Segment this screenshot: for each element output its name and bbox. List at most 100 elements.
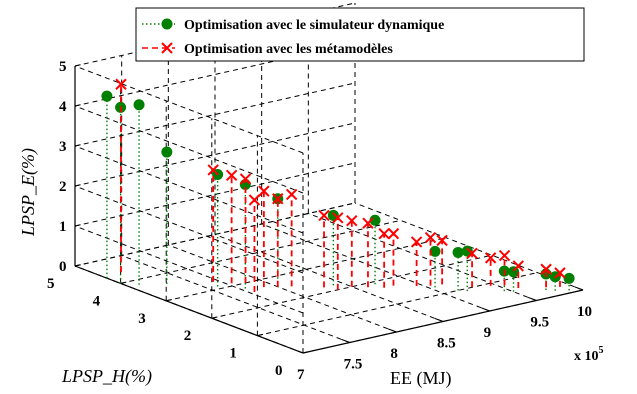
x-stroke	[498, 249, 511, 262]
data-point-x	[424, 231, 437, 244]
x-stroke	[554, 267, 566, 279]
x-stroke	[225, 169, 238, 182]
x-stroke	[248, 194, 261, 206]
gridline-y-floor-1	[257, 272, 538, 337]
x-stroke	[239, 173, 252, 185]
y-tick-mark-4	[120, 281, 127, 284]
legend-label-metamodeles: Optimisation avec les métamodèles	[184, 42, 393, 57]
x-tick-mark-0	[294, 349, 304, 354]
x-stroke	[436, 234, 448, 247]
data-point-x	[378, 228, 390, 240]
x-stroke	[540, 263, 552, 275]
x-tick-label: 9.5	[530, 315, 549, 331]
data-point-x	[512, 260, 525, 272]
y-tick-mark-3	[166, 299, 172, 302]
legend-entry-simulateur: Optimisation avec le simulateur dynamiqu…	[142, 18, 444, 33]
legend-label-simulateur: Optimisation avec le simulateur dynamiqu…	[184, 18, 444, 33]
z-tick-mark-3	[74, 144, 81, 147]
z-tick-label: 5	[59, 59, 67, 75]
z-tick-mark-5	[74, 64, 81, 67]
gridline-y-floor-3	[166, 237, 447, 302]
x-stroke	[115, 78, 127, 90]
x-stroke	[387, 227, 400, 240]
x-tick-label: 7	[297, 367, 305, 383]
data-point-x	[346, 214, 358, 227]
x-stroke	[332, 212, 344, 224]
x-tick-label: 9	[484, 325, 492, 341]
x-stroke	[484, 252, 497, 264]
gridline-x-floor-4	[261, 223, 490, 312]
y-tick-label: 5	[47, 276, 55, 292]
x-tick-mark-2	[387, 328, 397, 333]
x-stroke	[466, 247, 478, 260]
data-point-circle	[369, 214, 381, 226]
z-tick-mark-1	[74, 224, 81, 227]
gridline-x-floor-5	[308, 213, 537, 301]
y-tick-mark-0	[302, 351, 309, 354]
gridline-z-back-4	[74, 42, 356, 107]
x-tick-label: 8.5	[437, 336, 456, 352]
data-point-x	[115, 78, 127, 90]
x-stroke	[318, 209, 330, 222]
legend-box	[135, 7, 585, 62]
x-axis-title: EE (MJ)	[390, 368, 452, 389]
x-stroke	[378, 228, 390, 240]
x-tick-label: 8	[390, 346, 398, 362]
legend-entry-metamodeles: Optimisation avec les métamodèles	[142, 42, 393, 57]
gridline-z-left-1	[74, 225, 304, 314]
data-point-circle	[452, 246, 464, 258]
gridline-z-left-5	[74, 65, 304, 154]
x-tick-mark-3	[434, 317, 444, 322]
data-point-x	[554, 267, 566, 279]
data-point-x	[498, 249, 511, 262]
y-tick-label: 3	[138, 311, 146, 327]
x-tick-mark-4	[481, 307, 490, 312]
gridline-x-floor-3	[214, 234, 444, 322]
axes-box	[74, 64, 584, 354]
y-tick-label: 4	[93, 293, 101, 309]
x-stroke	[362, 217, 374, 229]
x-stroke	[258, 185, 270, 197]
x-tick-mark-1	[341, 338, 350, 343]
x-tick-label: 10	[577, 304, 592, 320]
y-tick-label: 2	[184, 328, 192, 344]
data-point-circle	[327, 209, 339, 221]
data-point-x	[285, 188, 298, 201]
x-stroke	[424, 231, 437, 244]
data-point-circle	[461, 245, 473, 257]
data-point-x	[436, 234, 448, 247]
x-stroke	[285, 188, 298, 201]
data-point-circle	[161, 146, 173, 158]
x-stroke	[512, 260, 525, 272]
data-point-x	[258, 185, 270, 197]
x-stroke	[410, 236, 423, 248]
data-point-circle	[101, 90, 113, 102]
x-stroke	[272, 193, 284, 205]
x-tick-label: 7.5	[344, 357, 363, 373]
y-tick-label: 0	[275, 363, 283, 379]
data-point-x	[484, 252, 497, 264]
x-tick-mark-5	[527, 296, 537, 301]
data-point-x	[318, 209, 330, 222]
gridline-y-floor-5	[74, 202, 356, 267]
data-point-x	[207, 164, 219, 176]
data-point-x	[239, 173, 252, 185]
plot-data	[101, 78, 575, 293]
data-point-circle	[133, 99, 145, 111]
y-tick-label: 1	[229, 346, 237, 362]
z-tick-label: 1	[59, 219, 67, 235]
gridline-x-floor-2	[168, 244, 397, 333]
data-point-x	[466, 247, 478, 260]
data-point-x	[272, 193, 284, 205]
gridline-y-floor-2	[211, 254, 492, 319]
z-tick-label: 0	[59, 259, 67, 275]
z-tick-mark-2	[74, 184, 81, 187]
z-tick-mark-4	[74, 104, 81, 107]
legend-marker-circle	[161, 18, 173, 30]
y-axis-line	[74, 265, 304, 354]
data-point-x	[225, 169, 238, 182]
gridline-y-floor-4	[120, 219, 401, 284]
gridline-z-left-3	[74, 145, 304, 234]
z-axis-title: LPSP_E(%)	[18, 148, 39, 237]
